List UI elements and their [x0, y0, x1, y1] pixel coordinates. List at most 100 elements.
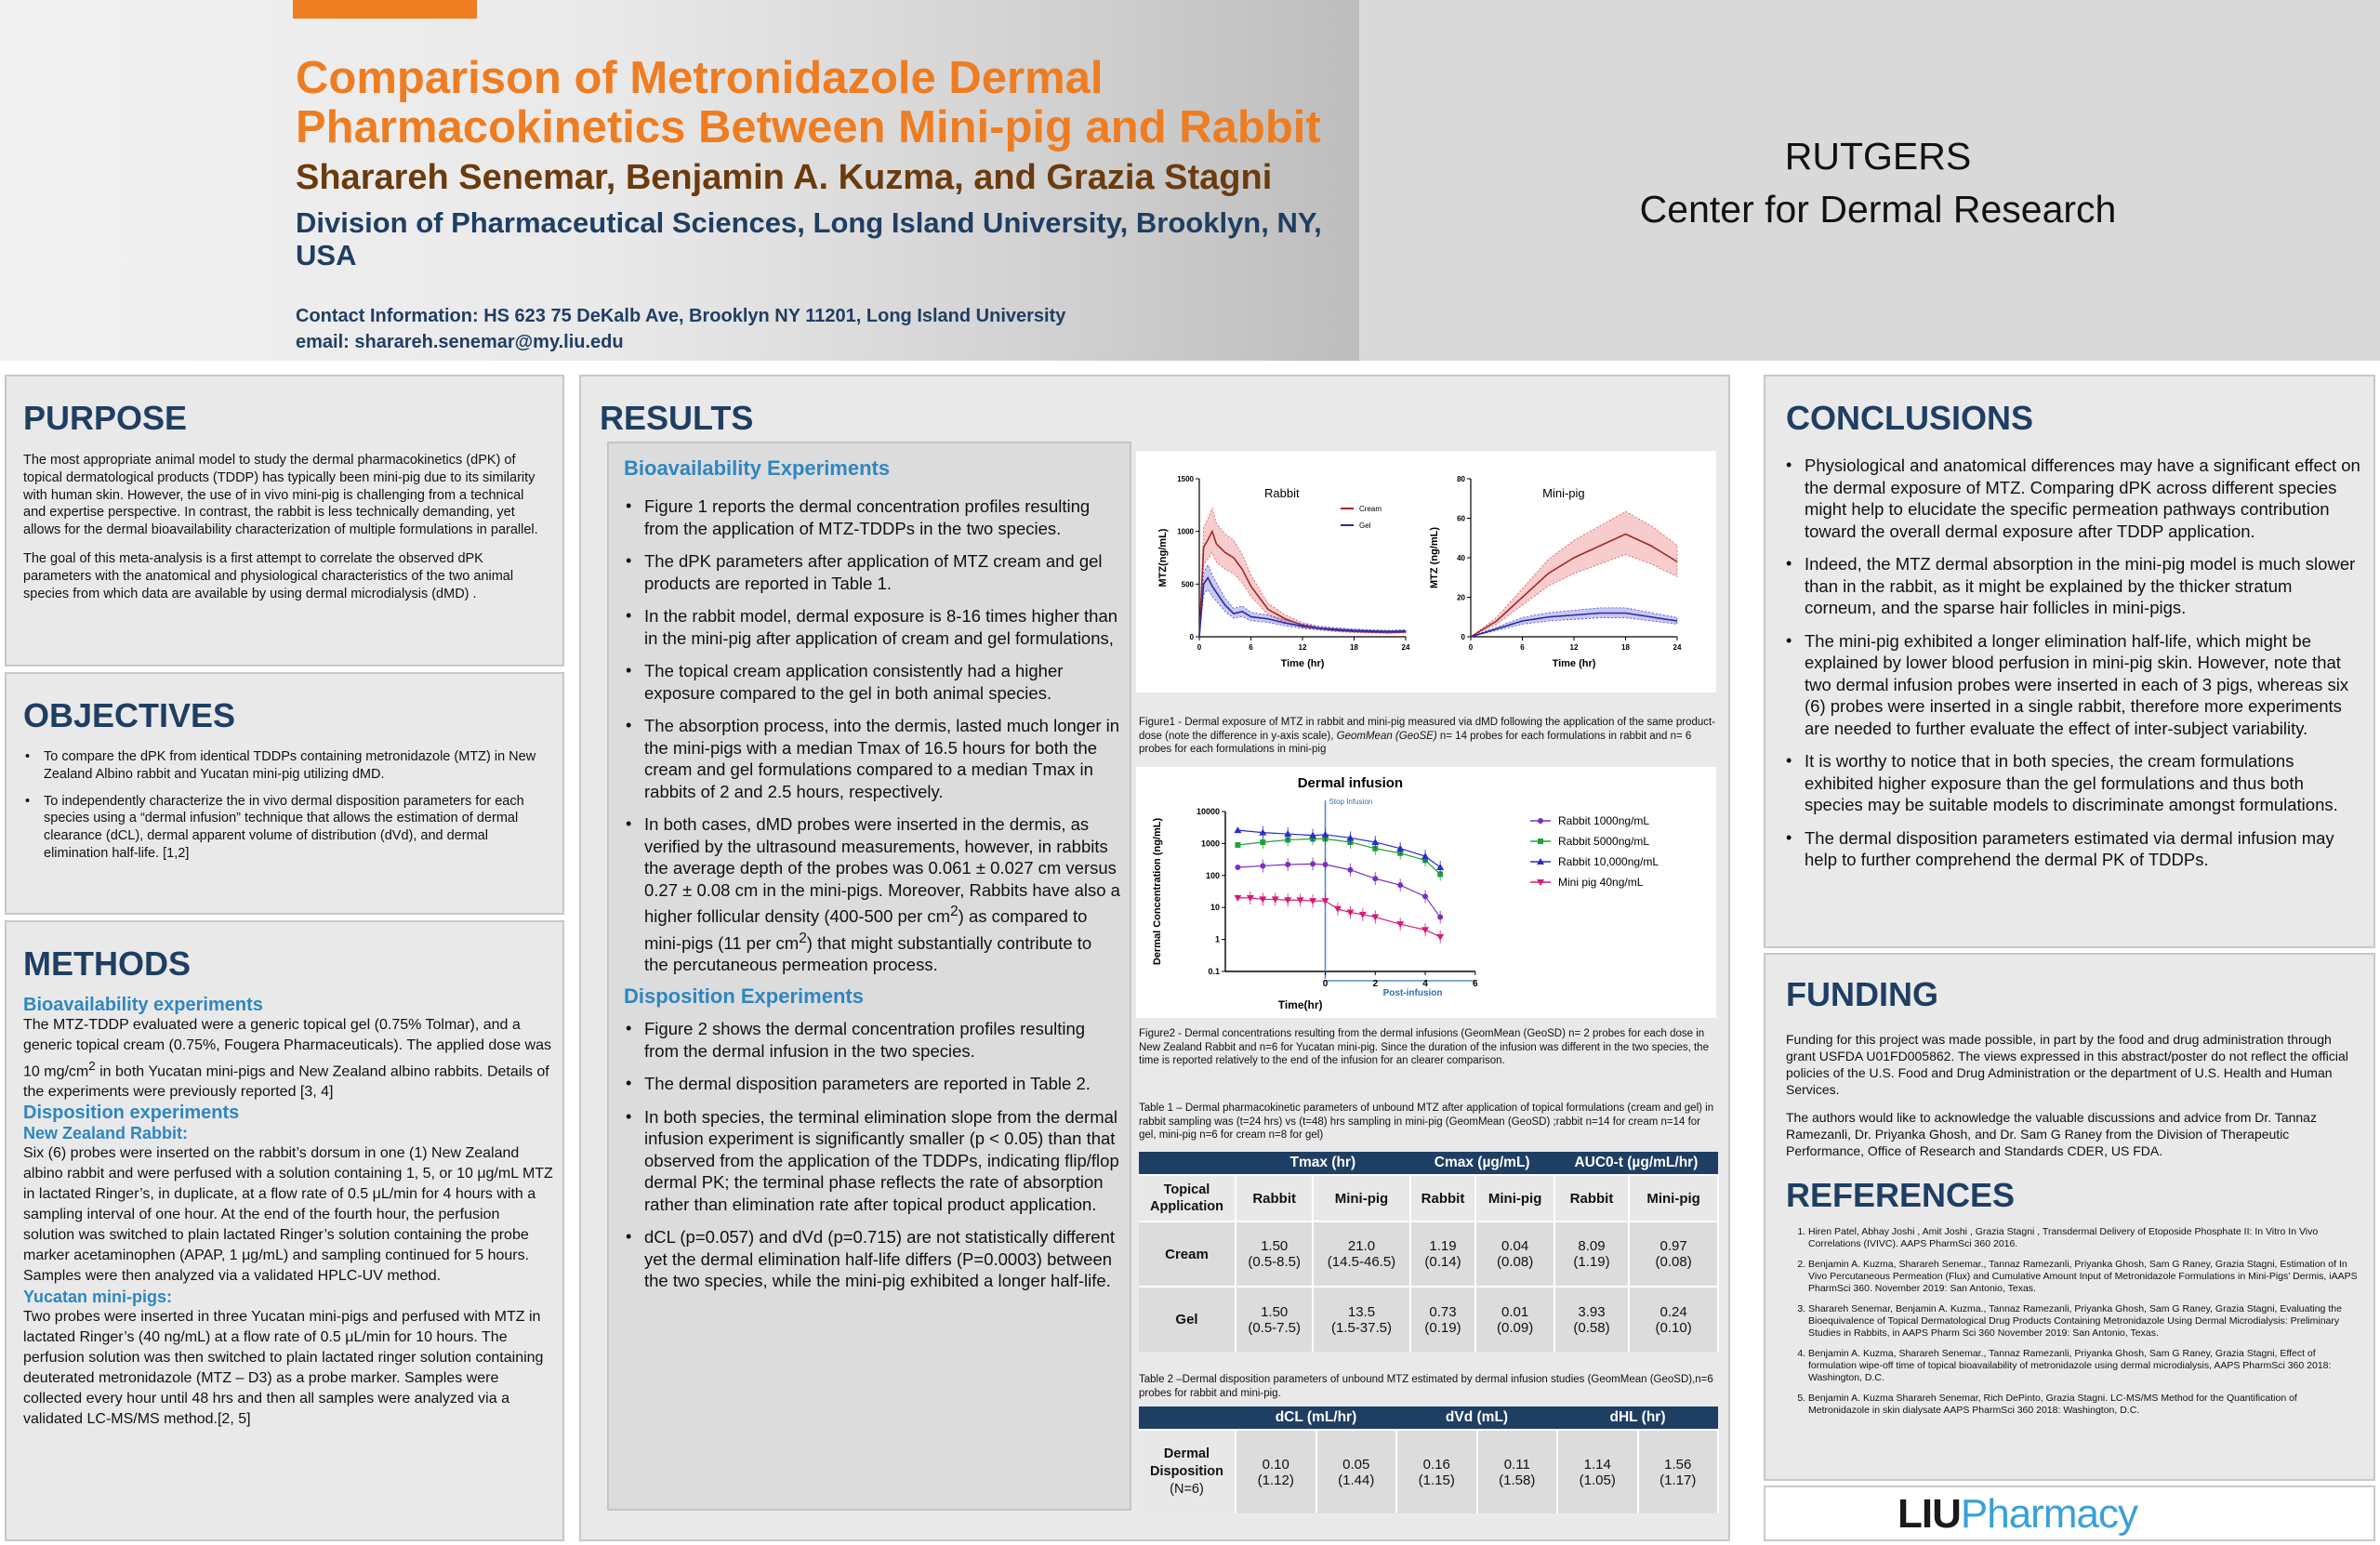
table-2-row-label: Dermal Disposition (N=6) [1139, 1429, 1236, 1513]
data-point [1259, 828, 1267, 836]
x-tick-label: 6 [1520, 643, 1525, 652]
conclusion-item: Physiological and anatomical differences… [1782, 455, 2366, 542]
table-cell: 3.93 (0.58) [1554, 1286, 1631, 1352]
table-cell: 0.11 (1.58) [1476, 1429, 1558, 1513]
y-tick-label: 1 [1215, 935, 1220, 944]
table-2-group-header: dCL (mL/hr) [1236, 1406, 1396, 1430]
figure-1-svg: 0 6 12 18 24 0 500 1000 1500 Time (hr) MTZ(ng/mL) R… [1157, 475, 1682, 669]
purpose-paragraph-1: The most appropriate animal model to stu… [23, 453, 538, 538]
series-band-cream [1198, 507, 1407, 638]
data-point [1321, 830, 1329, 838]
y-tick-label: 20 [1457, 594, 1465, 602]
contact-address: Contact Information: HS 623 75 DeKalb Av… [296, 306, 1066, 326]
funding-references-panel: FUNDING Funding for this project was mad… [1764, 953, 2375, 1481]
table-2-caption: Table 2 –Dermal disposition parameters o… [1139, 1374, 1713, 1399]
objectives-heading: OBJECTIVES [23, 696, 236, 734]
affiliation: Division of Pharmaceutical Sciences, Lon… [296, 206, 1355, 271]
legend-label: Mini pig 40ng/mL [1558, 876, 1644, 889]
reference-item: Hiren Patel, Abhay Joshi , Amit Joshi , … [1808, 1226, 2359, 1250]
y-axis-label: MTZ (ng/mL) [1429, 527, 1440, 588]
legend-label: Rabbit 10,000ng/mL [1558, 855, 1659, 868]
series-line-gel [1198, 575, 1407, 638]
y-tick-label: 0 [1190, 633, 1195, 641]
methods-sub-rabbit: New Zealand Rabbit: [23, 1124, 189, 1143]
data-point [1285, 862, 1291, 868]
data-point [1437, 871, 1444, 878]
series-line [1237, 863, 1441, 918]
results-bio-heading: Bioavailability Experiments [624, 456, 891, 480]
data-point [1296, 897, 1304, 905]
x-tick-label: 2 [1372, 979, 1378, 989]
results-disp-item: dCL (p=0.057) and dVd (p=0.715) are not … [622, 1226, 1120, 1292]
x-tick-label: 6 [1473, 979, 1478, 989]
table-1-caption: Table 1 – Dermal pharmacokinetic paramet… [1139, 1103, 1714, 1141]
x-axis-label: Time (hr) [1281, 658, 1325, 669]
chart-title: Mini-pig [1542, 486, 1585, 500]
results-panel: RESULTS Bioavailability Experiments Figu… [579, 375, 1730, 1541]
data-point [1537, 858, 1544, 865]
chart-title: Rabbit [1264, 486, 1300, 500]
table-cell: 0.01 (0.09) [1475, 1286, 1555, 1352]
data-point [1371, 838, 1380, 845]
contact-info: Contact Information: HS 623 75 DeKalb Av… [296, 303, 1355, 355]
rutgers-line-1: RUTGERS [1784, 135, 1972, 178]
methods-body: Bioavailability experiments The MTZ-TDDP… [23, 995, 553, 1441]
conclusion-item: The dermal disposition parameters estima… [1782, 827, 2366, 871]
conclusion-item: It is worthy to notice that in both spec… [1782, 750, 2366, 816]
data-point [1437, 914, 1444, 920]
data-point [1260, 839, 1266, 845]
reference-item: Benjamin A. Kuzma, Sharareh Senemar., Ta… [1808, 1348, 2359, 1384]
affiliation-line-1: Division of Pharmaceutical Sciences, Lon… [296, 206, 1322, 239]
legend-label: Rabbit 5000ng/mL [1558, 835, 1649, 848]
table-cell: 0.73 (0.19) [1409, 1286, 1477, 1352]
x-tick-label: 6 [1249, 643, 1253, 652]
methods-sub-bioavailability: Bioavailability experiments [23, 995, 263, 1015]
conclusion-item: Indeed, the MTZ dermal absorption in the… [1782, 553, 2366, 619]
title-line-2: Pharmacokinetics Between Mini-pig and Ra… [296, 102, 1321, 152]
y-tick-label: 1500 [1177, 475, 1194, 483]
table-cell: 8.09 (1.19) [1554, 1221, 1631, 1287]
chart-title: Dermal infusion [1298, 775, 1403, 791]
results-bio-item: The absorption process, into the dermis,… [622, 715, 1120, 802]
data-point [1436, 864, 1445, 871]
data-point [1271, 896, 1279, 904]
results-bio-item: In both cases, dMD probes were inserted … [622, 813, 1120, 976]
table-2: dCL (mL/hr) dVd (mL) dHL (hr) Dermal Disp… [1139, 1406, 1719, 1513]
table-2-group-header: dVd (mL) [1396, 1406, 1557, 1430]
legend-label: Gel [1359, 522, 1371, 530]
data-point [1346, 909, 1355, 917]
table-1-row-header: Topical Application [1139, 1174, 1236, 1221]
purpose-body: The most appropriate animal model to stu… [23, 452, 549, 614]
authors: Sharareh Senemar, Benjamin A. Kuzma, and… [296, 158, 1273, 197]
table-1-group-header: Tmax (hr) [1236, 1152, 1410, 1175]
reference-item: Benjamin A. Kuzma Sharareh Senemar, Rich… [1808, 1393, 2359, 1417]
funding-paragraph-2: The authors would like to acknowledge th… [1786, 1110, 2317, 1158]
header-banner [0, 0, 1359, 361]
methods-paragraph-3: Two probes were inserted in three Yucata… [23, 1309, 544, 1428]
series-band-cream [1470, 510, 1678, 638]
rutgers-label: RUTGERS Center for Dermal Research [1580, 130, 2175, 236]
table-1-subheader: Mini-pig [1475, 1174, 1555, 1221]
contact-email: email: sharareh.senemar@my.liu.edu [296, 332, 624, 352]
objectives-panel: OBJECTIVES To compare the dPK from ident… [5, 672, 564, 915]
orange-accent-bar [293, 0, 477, 19]
table-1-row-label: Cream [1139, 1221, 1236, 1287]
figure-2-svg: Dermal infusion Stop Infusion Post-infusio… [1152, 775, 1659, 1011]
x-tick-label: 12 [1570, 643, 1579, 652]
funding-heading: FUNDING [1786, 975, 1938, 1013]
results-bio-item: The topical cream application consistent… [622, 660, 1120, 704]
data-point [1259, 896, 1267, 904]
x-tick-label: 24 [1402, 643, 1410, 652]
table-cell: 0.05 (1.44) [1316, 1429, 1397, 1513]
data-point [1309, 831, 1317, 839]
objective-item: To independently characterize the in viv… [21, 793, 551, 863]
data-point [1537, 879, 1544, 886]
table-cell: 0.16 (1.15) [1396, 1429, 1478, 1513]
series-line [1237, 829, 1441, 868]
y-tick-label: 1000 [1201, 839, 1220, 848]
stop-infusion-label: Stop Infusion [1329, 798, 1373, 806]
reference-item: Benjamin A. Kuzma, Sharareh Senemar., Ta… [1808, 1259, 2359, 1295]
conclusion-item: The mini-pig exhibited a longer eliminat… [1782, 630, 2366, 740]
logo-pharmacy: Pharmacy [1960, 1491, 2138, 1537]
